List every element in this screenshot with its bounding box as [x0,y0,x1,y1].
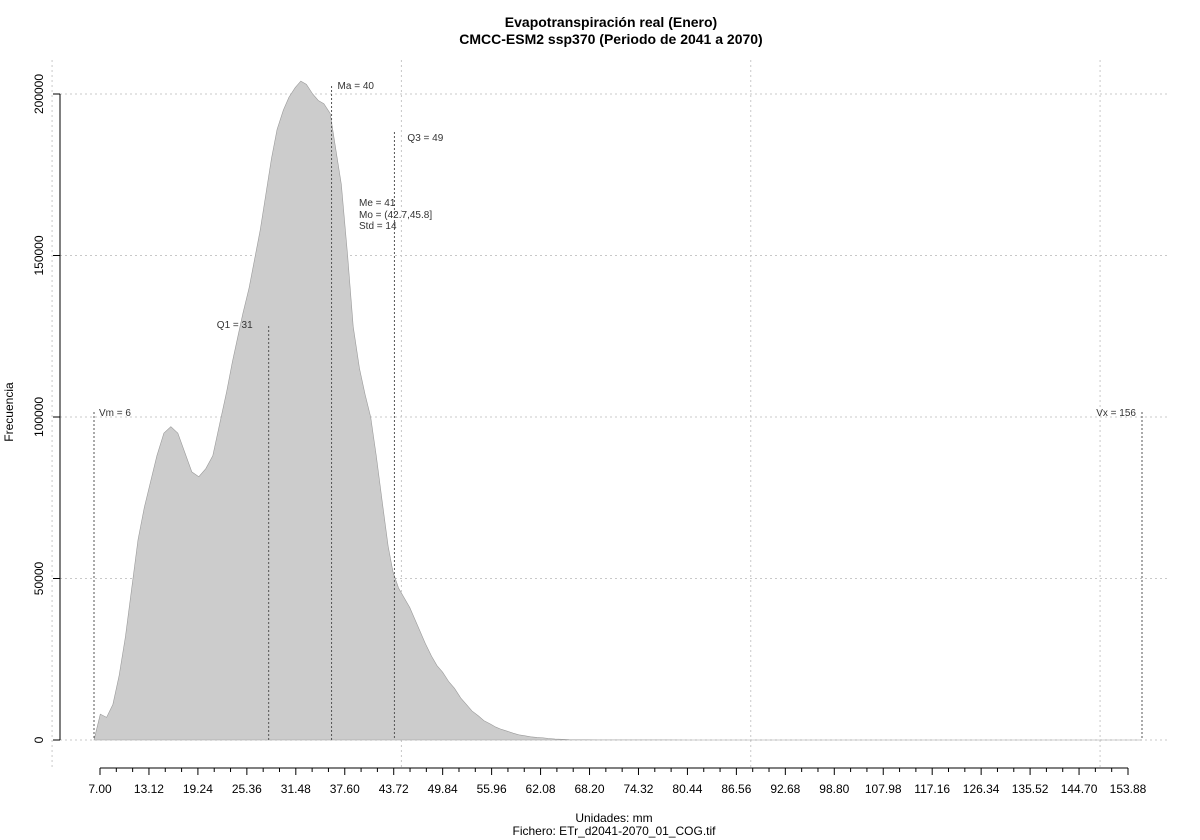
annotation-label: Q1 = 31 [217,320,253,331]
annotation-label: Q3 = 49 [407,133,443,144]
x-tick-label: 7.00 [88,782,112,796]
x-tick-label: 117.16 [914,782,950,796]
stats-std: Std = 14 [359,221,397,232]
x-tick-label: 55.96 [477,782,507,796]
x-tick-label: 74.32 [623,782,653,796]
density-area-path [93,80,1142,741]
text-layer: Evapotranspiración real (Enero) CMCC-ESM… [2,14,763,838]
density-area [93,80,1142,741]
chart-subtitle: CMCC-ESM2 ssp370 (Periodo de 2041 a 2070… [459,31,762,47]
y-tick-label: 200000 [32,74,46,114]
y-tick-label: 50000 [32,561,46,595]
x-tick-label: 80.44 [672,782,702,796]
y-tick-label: 100000 [32,397,46,437]
x-tick-label: 107.98 [865,782,902,796]
x-tick-label: 98.80 [819,782,849,796]
x-tick-label: 153.88 [1110,782,1147,796]
file-caption: Fichero: ETr_d2041-2070_01_COG.tif [513,824,717,838]
x-tick-label: 19.24 [183,782,213,796]
y-axis-label: Frecuencia [2,382,16,442]
annotation-label: Vx = 156 [1096,408,1136,419]
x-tick-label: 37.60 [330,782,360,796]
x-tick-label: 25.36 [232,782,262,796]
annotation-label: Vm = 6 [99,408,131,419]
chart-title: Evapotranspiración real (Enero) [505,14,717,30]
x-tick-label: 92.68 [770,782,800,796]
y-tick-label: 150000 [32,235,46,275]
axes: 0 50000 100000 150000 200000 7.00 13.12 19.24 25… [32,74,1147,796]
x-tick-label: 31.48 [281,782,311,796]
x-tick-label: 144.70 [1061,782,1098,796]
x-tick-label: 126.34 [963,782,1000,796]
x-axis-label: Unidades: mm [575,811,652,825]
stats-mode: Mo = (42.7,45.8] [359,210,432,221]
x-tick-label: 68.20 [575,782,605,796]
x-tick-label: 49.84 [428,782,458,796]
stats-mean: Me = 41 [359,198,396,209]
y-tick-label: 0 [32,736,46,743]
x-tick-label: 135.52 [1012,782,1049,796]
x-tick-label: 13.12 [134,782,164,796]
x-tick-label: 86.56 [721,782,751,796]
annotations: Vm = 6 Q1 = 31 Ma = 40 Q3 = 49 Vx = 156 [93,81,1143,740]
x-tick-label: 43.72 [379,782,409,796]
x-tick-label: 62.08 [526,782,556,796]
annotation-label: Ma = 40 [338,81,375,92]
